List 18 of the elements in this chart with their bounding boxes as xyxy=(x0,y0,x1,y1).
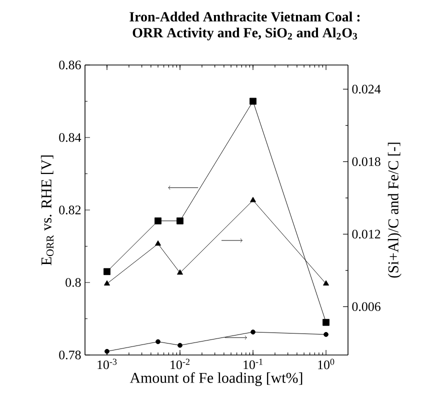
x-tick-label: 10$^{-3}$ xyxy=(98,358,117,370)
x-tick-label: 10$^{-1}$ xyxy=(244,358,262,370)
x-tick-label: 10$^{-2}$ xyxy=(170,358,190,370)
y2-tick-label: 0.012 xyxy=(352,230,380,239)
x-tick-label: 10$^{0}$ xyxy=(318,358,334,370)
x-axis-title: Amount of Fe loading [wt%] xyxy=(130,372,302,386)
y2-tick-label: 0.018 xyxy=(352,157,380,166)
y2-tick-label: 0.024 xyxy=(352,84,381,94)
y-tick-label: 0.82 xyxy=(59,206,81,214)
chart-title: Iron-Added Anthracite Vietnam Coal : xyxy=(130,12,360,22)
chart-subtitle: ORR Activity and Fe, SiO$_{2}$ and Al$_{2}$O$_{3}$ xyxy=(132,28,358,40)
y-tick-label: 0.78 xyxy=(59,350,81,360)
y-axis-title: E$_{ORR}$ vs. RHE [V] xyxy=(40,156,54,266)
y-tick-label: 0.84 xyxy=(59,133,82,142)
y-tick-label: 0.86 xyxy=(59,60,81,70)
y2-tick-label: 0.006 xyxy=(352,302,380,312)
y-tick-label: 0.8 xyxy=(66,278,81,287)
y2-axis-title: (Si+Al)/C and Fe/C [-] xyxy=(388,142,402,278)
